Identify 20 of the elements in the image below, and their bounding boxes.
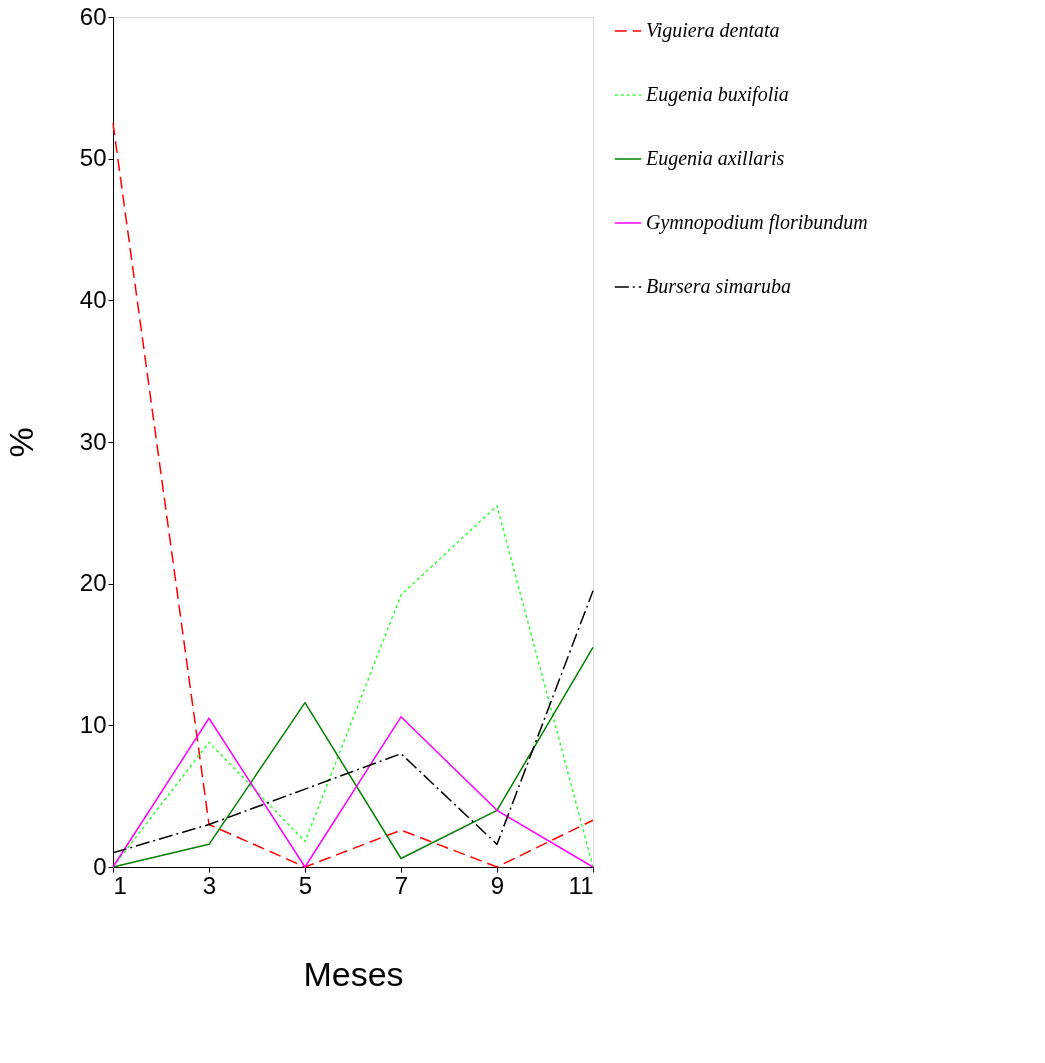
x-tick-label: 5 <box>298 871 313 899</box>
legend-label: Gymnopodium floribundum <box>646 211 868 234</box>
y-axis-title: % <box>1 427 40 458</box>
legend-label: Eugenia axillaris <box>645 147 785 170</box>
x-tick-label: 11 <box>568 871 594 899</box>
x-tick-label: 7 <box>394 871 409 899</box>
x-axis-title: Meses <box>303 954 404 993</box>
y-tick-label: 20 <box>79 569 107 597</box>
legend-label: Eugenia buxifolia <box>645 83 789 106</box>
y-tick-label: 50 <box>79 144 107 172</box>
x-tick-label: 3 <box>202 871 217 899</box>
legend-label: Viguiera dentata <box>646 19 780 42</box>
legend-label: Bursera simaruba <box>646 275 792 297</box>
y-tick-label: 40 <box>79 285 107 313</box>
x-tick-label: 1 <box>113 871 127 899</box>
y-tick-label: 30 <box>79 427 107 455</box>
y-tick-label: 10 <box>79 710 107 738</box>
y-tick-label: 60 <box>79 2 107 30</box>
y-tick-label: 0 <box>93 852 107 880</box>
x-tick-label: 9 <box>490 871 505 899</box>
